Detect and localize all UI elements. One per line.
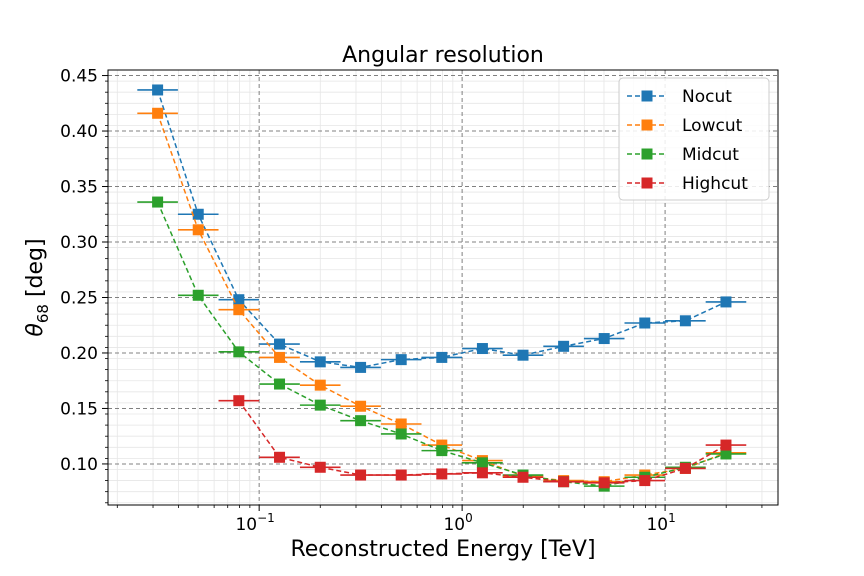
x-tick-label-base: 10	[646, 515, 668, 535]
data-point	[314, 461, 326, 473]
data-point	[314, 379, 326, 391]
data-point	[314, 399, 326, 411]
data-point	[639, 475, 651, 487]
legend-marker	[641, 148, 653, 160]
legend-label: Midcut	[682, 145, 739, 165]
data-point	[395, 418, 407, 430]
legend-label: Nocut	[682, 87, 732, 107]
data-point	[395, 428, 407, 440]
y-axis-label-symbol: θ	[23, 323, 48, 337]
data-point	[476, 457, 488, 469]
minor-grid	[108, 70, 778, 505]
legend-item-midcut: Midcut	[627, 145, 739, 165]
data-point	[152, 107, 164, 119]
data-point	[395, 469, 407, 481]
data-point	[476, 467, 488, 479]
data-point	[720, 439, 732, 451]
data-point	[233, 294, 245, 306]
x-tick-label-exponent: 0	[465, 511, 473, 525]
x-tick-label-base: 10	[443, 515, 465, 535]
series-nocut	[137, 84, 747, 373]
x-tick-label-exponent: 1	[668, 511, 676, 525]
legend-marker	[641, 90, 653, 102]
data-point	[233, 304, 245, 316]
x-axis-label: Reconstructed Energy [TeV]	[290, 537, 595, 562]
y-tick-label: 0.35	[60, 178, 98, 198]
data-point	[639, 317, 651, 329]
data-point	[598, 477, 610, 489]
y-tick-label: 0.25	[60, 288, 98, 308]
data-point	[233, 346, 245, 358]
data-point	[558, 340, 570, 352]
y-tick-label: 0.15	[60, 399, 98, 419]
y-tick-label: 0.10	[60, 455, 98, 475]
data-point	[436, 445, 448, 457]
data-point	[598, 333, 610, 345]
plot-frame	[107, 69, 779, 506]
data-point	[355, 415, 367, 427]
x-tick-label: 101	[646, 511, 675, 535]
legend-frame	[618, 77, 770, 201]
data-point	[558, 476, 570, 488]
legend-item-lowcut: Lowcut	[627, 116, 743, 136]
data-point	[436, 351, 448, 363]
data-point	[355, 469, 367, 481]
data-point	[274, 451, 286, 463]
data-point	[517, 471, 529, 483]
data-point	[395, 354, 407, 366]
y-axis-label: θ68 [deg]	[23, 238, 52, 336]
data-point	[233, 395, 245, 407]
x-tick-label: 100	[443, 511, 472, 535]
x-tick-label-exponent: −1	[257, 511, 275, 525]
data-point	[720, 448, 732, 460]
legend-marker	[641, 119, 653, 131]
data-point	[476, 343, 488, 355]
data-point	[720, 296, 732, 308]
data-point	[679, 462, 691, 474]
data-point	[274, 351, 286, 363]
x-tick-label: 10−1	[235, 511, 274, 535]
data-point	[192, 289, 204, 301]
x-tick-label-base: 10	[235, 515, 257, 535]
data-point	[152, 84, 164, 96]
data-point	[152, 196, 164, 208]
legend-item-highcut: Highcut	[627, 174, 748, 194]
y-tick-label: 0.20	[60, 344, 98, 364]
data-point	[355, 400, 367, 412]
data-point	[192, 224, 204, 236]
y-tick-label: 0.45	[60, 67, 98, 87]
y-axis-label-subscript: 68	[34, 304, 52, 323]
chart-title: Angular resolution	[342, 43, 544, 68]
series-highcut	[218, 395, 747, 489]
series-layer	[137, 84, 747, 492]
data-point	[314, 356, 326, 368]
data-point	[436, 468, 448, 480]
legend-item-nocut: Nocut	[627, 87, 732, 107]
legend: Nocut Lowcut Midcut Highcut	[618, 77, 770, 201]
data-point	[274, 378, 286, 390]
data-point	[679, 315, 691, 327]
data-point	[355, 361, 367, 373]
y-axis-label-unit: [deg]	[23, 238, 48, 304]
data-point	[192, 208, 204, 220]
data-point	[436, 439, 448, 451]
y-tick-label: 0.30	[60, 233, 98, 253]
legend-label: Highcut	[682, 174, 748, 194]
legend-marker	[641, 177, 653, 189]
data-point	[517, 349, 529, 361]
data-point	[274, 338, 286, 350]
y-tick-label: 0.40	[60, 122, 98, 142]
legend-label: Lowcut	[682, 116, 743, 136]
axis-ticks: 10−1 100 1010.100.150.200.250.300.350.400.…	[60, 67, 763, 535]
